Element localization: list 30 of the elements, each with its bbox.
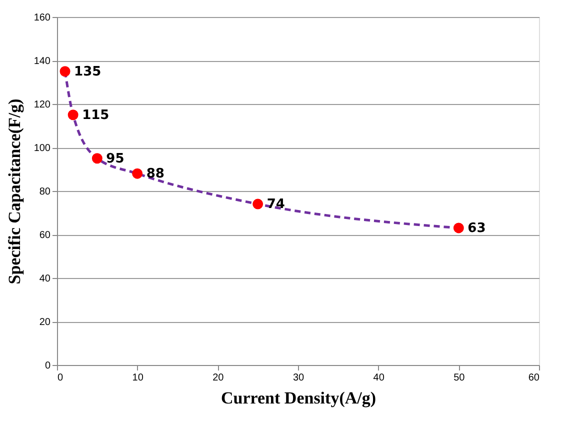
data-label: 88 [146, 166, 164, 182]
y-tick-label: 140 [34, 56, 51, 67]
y-tick-label: 20 [39, 317, 51, 328]
point [92, 153, 102, 164]
x-tick-label: 40 [373, 372, 385, 384]
point [68, 110, 78, 120]
y-tick-label: 40 [39, 274, 51, 284]
data-label: 74 [266, 197, 285, 212]
data-label: 115 [82, 108, 110, 123]
y-tick-label: 100 [34, 143, 51, 154]
x-axis-title: Current Density(A/g) [220, 388, 376, 408]
point [60, 66, 70, 77]
y-tick-label: 120 [34, 100, 51, 110]
data-label: 135 [74, 64, 102, 80]
point [252, 198, 264, 210]
data-label: 95 [106, 151, 124, 166]
point [132, 168, 143, 179]
x-tick-label: 60 [528, 372, 540, 384]
y-tick-label: 80 [39, 186, 51, 198]
y-axis-title: Specific Capacitance(F/g) [4, 98, 24, 284]
x-tick-label: 0 [58, 372, 64, 384]
x-tick-label: 50 [454, 372, 466, 384]
y-tick-label: 160 [34, 12, 51, 24]
x-tick-label: 30 [292, 372, 304, 384]
data-label: 63 [468, 220, 486, 236]
x-tick-label: 20 [212, 372, 224, 384]
x-tick-label: 10 [132, 372, 144, 384]
point [453, 222, 464, 234]
y-tick-label: 0 [44, 360, 51, 372]
y-tick-label: 60 [39, 230, 51, 241]
